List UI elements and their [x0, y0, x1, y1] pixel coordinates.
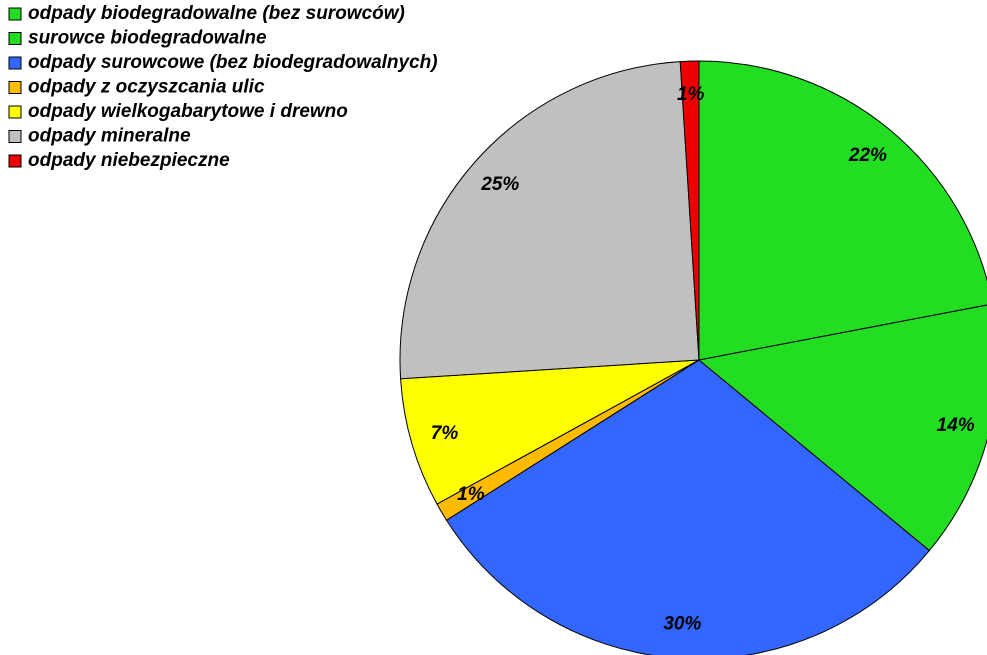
- slice-label: 25%: [480, 174, 519, 195]
- pie-slice: [697, 304, 987, 552]
- legend-label: surowce biodegradowalne: [28, 28, 267, 49]
- pie-slice: [698, 60, 987, 361]
- pie-slice: [679, 60, 700, 361]
- slice-label: 22%: [848, 145, 887, 166]
- legend-label: odpady surowcowe (bez biodegradowalnych): [28, 52, 438, 73]
- slice-label: 14%: [937, 415, 975, 436]
- legend-swatch: [8, 32, 22, 45]
- legend-label: odpady biodegradowalne (bez surowców): [28, 3, 405, 24]
- pie-slice: [400, 359, 700, 505]
- legend-label: odpady mineralne: [28, 126, 191, 147]
- legend-swatch: [8, 81, 22, 94]
- slice-label: 30%: [663, 613, 701, 634]
- legend-swatch: [8, 154, 22, 168]
- pie-slice: [445, 359, 931, 655]
- legend-label: odpady z oczyszcania ulic: [28, 77, 265, 98]
- legend-label: odpady wielkogabarytowe i drewno: [28, 101, 348, 122]
- legend-label: odpady niebezpieczne: [28, 150, 230, 171]
- legend-swatch: [8, 130, 22, 143]
- pie-slice: [399, 61, 700, 380]
- slice-label: 7%: [431, 423, 459, 444]
- slice-label: 1%: [457, 484, 485, 505]
- legend-swatch: [8, 7, 22, 21]
- legend-swatch: [8, 105, 22, 119]
- slice-label: 1%: [677, 84, 705, 105]
- legend-swatch: [8, 56, 22, 70]
